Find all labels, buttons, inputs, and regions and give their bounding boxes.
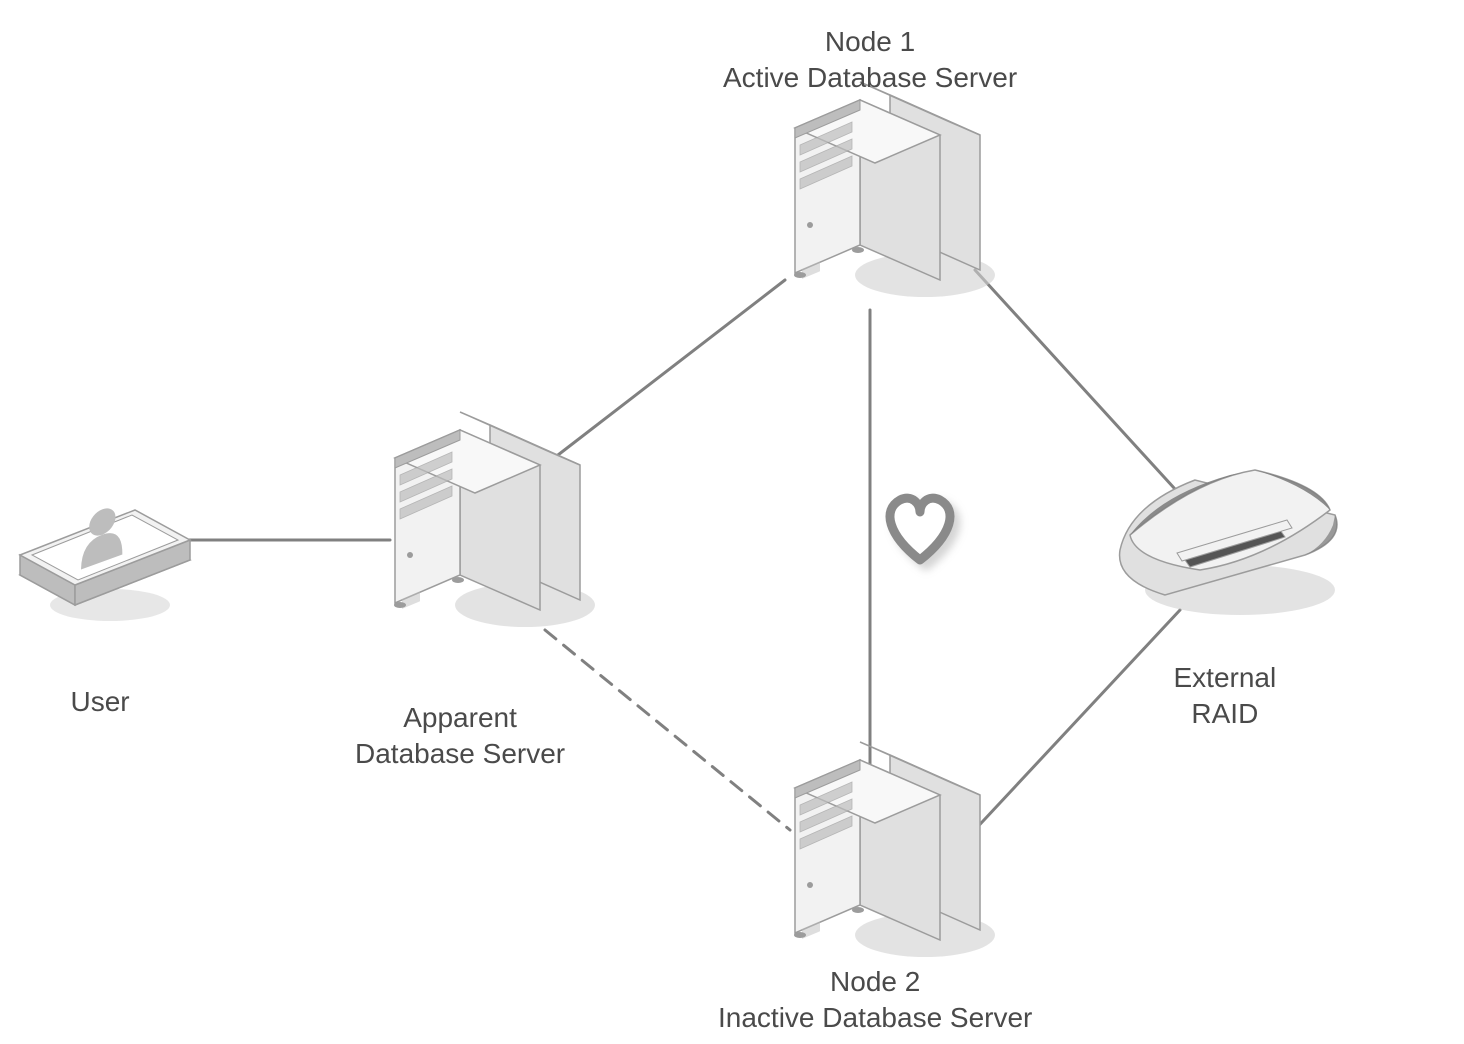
external-raid-icon — [1120, 470, 1337, 615]
node2-label: Node 2 Inactive Database Server — [718, 964, 1032, 1037]
apparent-server-icon — [394, 412, 595, 627]
raid-label: External RAID — [1174, 660, 1277, 733]
edges — [160, 270, 1185, 835]
edge-apparent-node1 — [545, 280, 785, 465]
heartbeat-icon — [890, 498, 950, 560]
node2-server-icon — [794, 742, 995, 957]
diagram-canvas — [0, 0, 1464, 1044]
user-icon — [20, 502, 190, 621]
node1-label: Node 1 Active Database Server — [723, 24, 1017, 97]
edge-node1-raid — [975, 270, 1185, 500]
apparent-label: Apparent Database Server — [355, 700, 565, 773]
user-label: User — [71, 684, 130, 720]
edge-node2-raid — [970, 610, 1180, 835]
node1-server-icon — [794, 82, 995, 297]
edge-apparent-node2 — [545, 630, 790, 830]
